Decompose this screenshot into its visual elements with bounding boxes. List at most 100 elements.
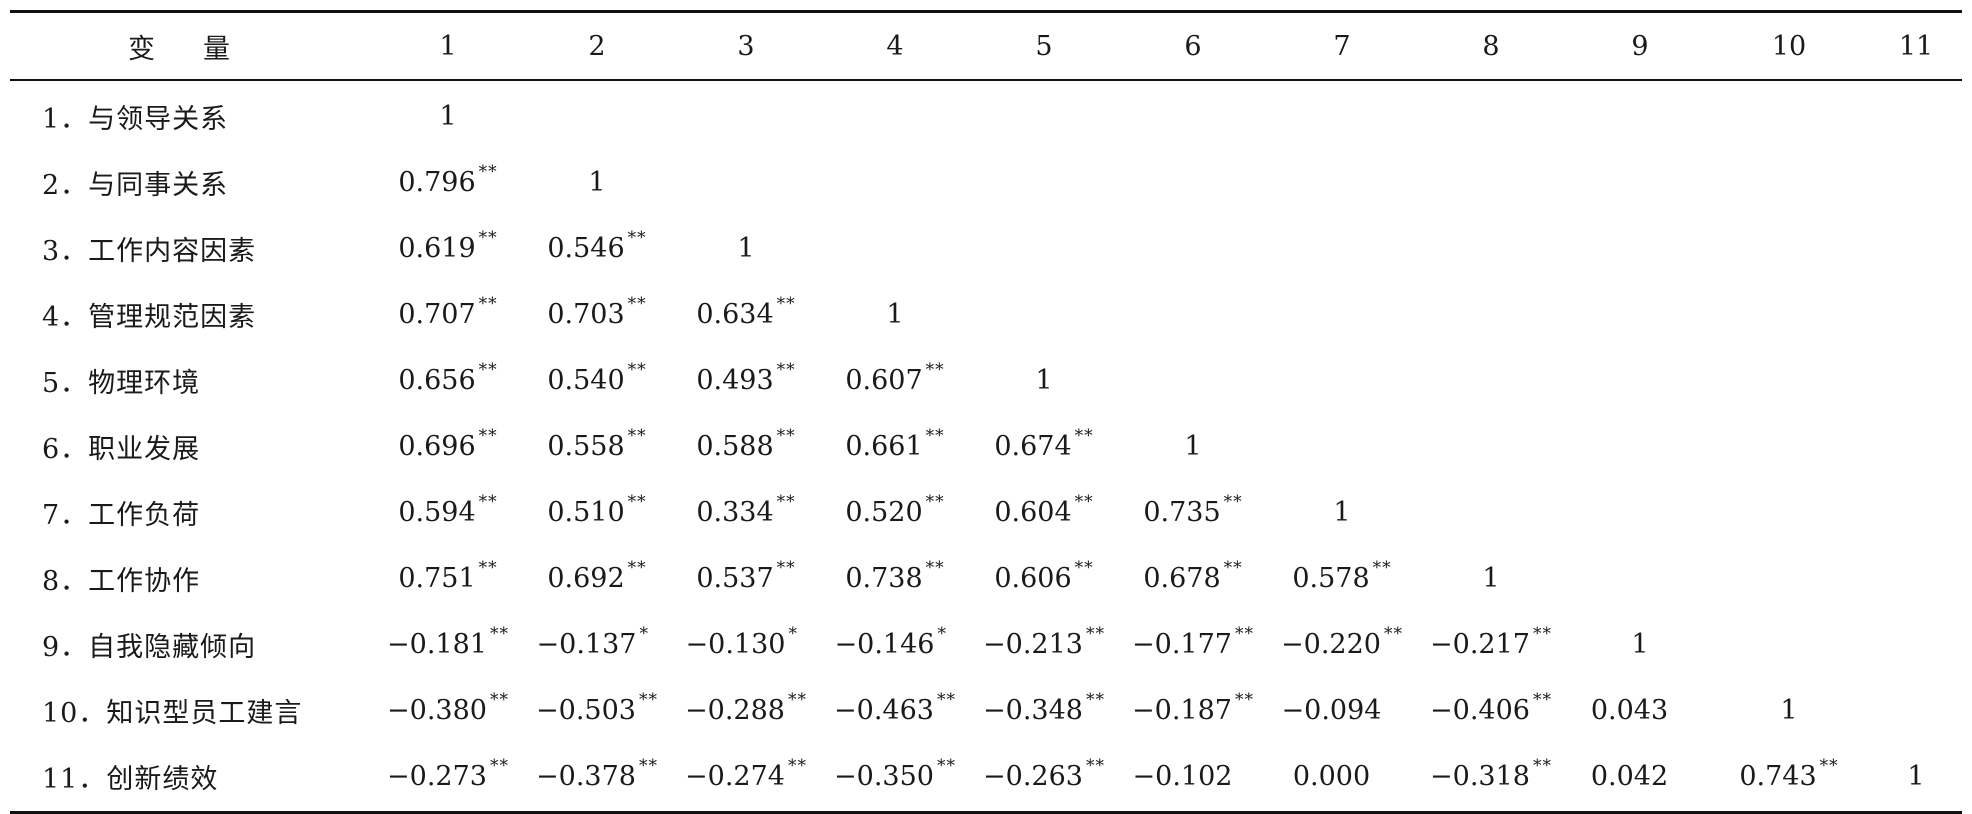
significance-marker: ** <box>1074 491 1094 512</box>
correlation-cell: 0.743 ** <box>1714 743 1864 809</box>
correlation-value: 0.703 <box>547 298 625 330</box>
significance-marker: ** <box>936 689 956 710</box>
correlation-cell: 1 <box>1714 677 1864 743</box>
correlation-cell: 0.537 ** <box>671 545 821 611</box>
correlation-value: −0.273 <box>387 760 487 792</box>
correlation-value: −0.094 <box>1281 694 1382 726</box>
significance-marker: ** <box>1234 623 1254 644</box>
significance-marker: * <box>937 623 947 644</box>
table-row: 3．工作内容因素 0.619 ** 0.546 ** 1 <box>10 215 1962 281</box>
significance-marker: ** <box>1074 425 1094 446</box>
significance-marker: ** <box>638 689 658 710</box>
correlation-value: 0.661 <box>845 430 923 462</box>
row-label: 4．管理规范因素 <box>42 301 257 333</box>
correlation-cell: −0.102 <box>1118 743 1268 809</box>
correlation-cell: 0.510 ** <box>522 479 672 545</box>
correlation-value: −0.146 <box>834 628 935 660</box>
correlation-value: 0.607 <box>845 364 923 396</box>
header-col-11: 11 <box>1898 30 1934 62</box>
significance-marker: ** <box>489 623 509 644</box>
correlation-cell: 1 <box>1118 413 1268 479</box>
correlation-table: 变量 1 2 3 4 5 6 7 8 9 10 11 1．与领导关系 1 2．与同事关系 0.796 ** 1… <box>10 10 1962 814</box>
correlation-cell: 0.619 ** <box>373 215 523 281</box>
correlation-cell: 0.000 <box>1267 743 1417 809</box>
significance-marker: * <box>788 623 798 644</box>
significance-marker: ** <box>627 425 647 446</box>
correlation-value: 1 <box>1035 364 1053 396</box>
correlation-value: 0.674 <box>994 430 1072 462</box>
table-row: 2．与同事关系 0.796 ** 1 <box>10 149 1962 215</box>
significance-marker: ** <box>627 227 647 248</box>
correlation-cell: −0.146 * <box>820 611 970 677</box>
significance-marker: ** <box>1085 623 1105 644</box>
correlation-cell: 0.546 ** <box>522 215 672 281</box>
table-row: 1．与领导关系 1 <box>10 83 1962 149</box>
correlation-value: −0.350 <box>834 760 934 792</box>
header-col-1: 1 <box>439 30 457 62</box>
correlation-value: 0.588 <box>696 430 774 462</box>
correlation-value: 1 <box>737 232 755 264</box>
table-row: 4．管理规范因素 0.707 ** 0.703 ** 0.634 ** 1 <box>10 281 1962 347</box>
significance-marker: ** <box>787 755 807 776</box>
significance-marker: ** <box>478 359 498 380</box>
correlation-value: 1 <box>1907 760 1925 792</box>
correlation-value: 0.537 <box>696 562 774 594</box>
header-col-7: 7 <box>1333 30 1351 62</box>
correlation-cell: 0.607 ** <box>820 347 970 413</box>
correlation-cell: −0.217 ** <box>1416 611 1566 677</box>
correlation-value: −0.288 <box>685 694 785 726</box>
correlation-cell: 0.696 ** <box>373 413 523 479</box>
significance-marker: ** <box>776 557 796 578</box>
correlation-cell: 1 <box>373 83 523 149</box>
correlation-cell: 0.692 ** <box>522 545 672 611</box>
significance-marker: ** <box>1532 755 1552 776</box>
correlation-value: 1 <box>588 166 606 198</box>
correlation-value: 0.751 <box>398 562 476 594</box>
correlation-cell: −0.181 ** <box>373 611 523 677</box>
correlation-value: 0.540 <box>547 364 625 396</box>
correlation-cell: −0.263 ** <box>969 743 1119 809</box>
correlation-cell: 0.334 ** <box>671 479 821 545</box>
correlation-cell: 0.520 ** <box>820 479 970 545</box>
correlation-value: 0.334 <box>696 496 774 528</box>
significance-marker: ** <box>925 491 945 512</box>
correlation-value: −0.378 <box>536 760 636 792</box>
correlation-value: −0.102 <box>1132 760 1233 792</box>
table-row: 8．工作协作 0.751 ** 0.692 ** 0.537 ** 0.738 ** 0.606 *… <box>10 545 1962 611</box>
correlation-value: 0.546 <box>547 232 625 264</box>
correlation-cell: 0.703 ** <box>522 281 672 347</box>
correlation-cell: 1 <box>1267 479 1417 545</box>
correlation-cell: −0.177 ** <box>1118 611 1268 677</box>
correlation-value: 0.558 <box>547 430 625 462</box>
correlation-value: 0.606 <box>994 562 1072 594</box>
correlation-cell: 0.042 <box>1565 743 1715 809</box>
row-label: 1．与领导关系 <box>42 103 229 135</box>
header-col-9: 9 <box>1631 30 1649 62</box>
correlation-value: −0.263 <box>983 760 1083 792</box>
correlation-cell: 0.540 ** <box>522 347 672 413</box>
correlation-value: 0.619 <box>398 232 476 264</box>
correlation-cell: −0.503 ** <box>522 677 672 743</box>
significance-marker: ** <box>627 557 647 578</box>
header-rule <box>10 79 1962 81</box>
correlation-cell: 0.735 ** <box>1118 479 1268 545</box>
table-body: 1．与领导关系 1 2．与同事关系 0.796 ** 1 3．工作内容因素 0.619 ** 0.… <box>10 81 1962 811</box>
correlation-value: −0.177 <box>1132 628 1232 660</box>
correlation-cell: −0.213 ** <box>969 611 1119 677</box>
table-row: 11．创新绩效 −0.273 ** −0.378 ** −0.274 ** −0.350 ** −… <box>10 743 1962 809</box>
correlation-cell: −0.220 ** <box>1267 611 1417 677</box>
header-col-4: 4 <box>886 30 904 62</box>
correlation-value: −0.181 <box>387 628 487 660</box>
row-label: 9．自我隐藏倾向 <box>42 631 257 663</box>
correlation-cell: −0.380 ** <box>373 677 523 743</box>
correlation-cell: 1 <box>671 215 821 281</box>
significance-marker: ** <box>776 359 796 380</box>
significance-marker: ** <box>925 425 945 446</box>
correlation-cell: −0.348 ** <box>969 677 1119 743</box>
correlation-value: −0.348 <box>983 694 1083 726</box>
significance-marker: ** <box>787 689 807 710</box>
correlation-cell: 0.674 ** <box>969 413 1119 479</box>
correlation-cell: −0.187 ** <box>1118 677 1268 743</box>
correlation-cell: 1 <box>1416 545 1566 611</box>
correlation-cell: −0.094 <box>1267 677 1417 743</box>
